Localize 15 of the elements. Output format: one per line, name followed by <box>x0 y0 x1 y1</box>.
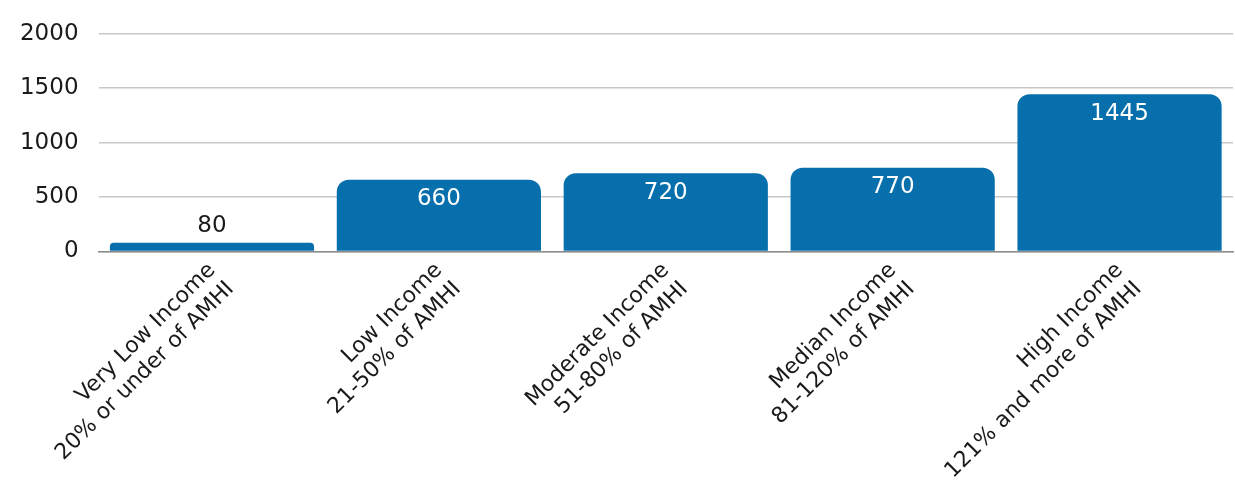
data-label: 770 <box>870 172 915 199</box>
y-tick-label: 0 <box>63 236 79 263</box>
data-label: 80 <box>197 211 227 238</box>
bar <box>1017 94 1222 251</box>
bar <box>563 173 768 251</box>
bar <box>790 167 995 251</box>
y-tick-label: 1000 <box>19 127 79 154</box>
bar <box>336 179 541 251</box>
y-tick-label: 500 <box>34 182 79 209</box>
data-label: 660 <box>416 184 461 211</box>
data-label: 1445 <box>1090 98 1149 125</box>
data-label: 720 <box>643 177 688 204</box>
y-tick-label: 1500 <box>19 73 79 100</box>
y-tick-label: 2000 <box>19 18 79 45</box>
bar <box>109 242 315 251</box>
